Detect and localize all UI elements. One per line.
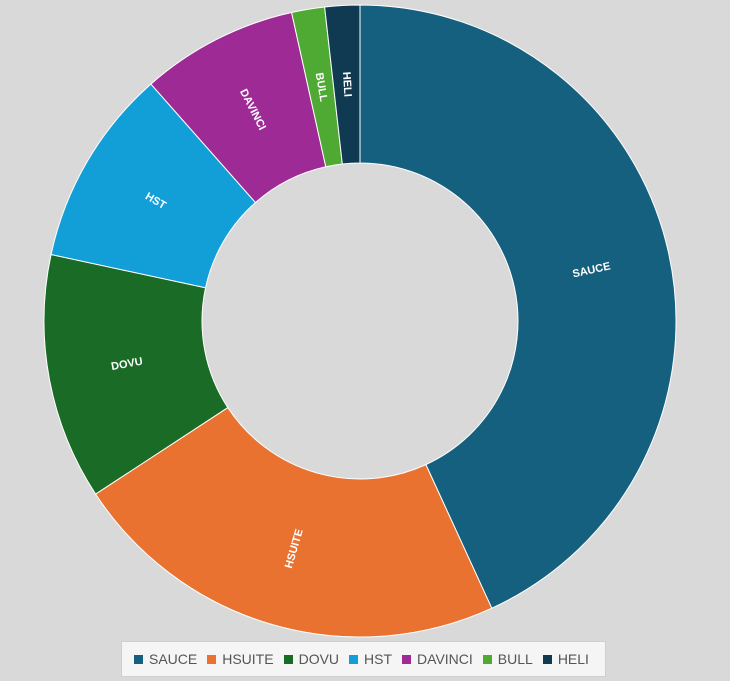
legend-item-dovu[interactable]: DOVU <box>283 651 340 667</box>
legend-item-davinci[interactable]: DAVINCI <box>402 651 473 667</box>
legend-item-heli[interactable]: HELI <box>542 651 589 667</box>
legend-item-sauce[interactable]: SAUCE <box>134 651 197 667</box>
legend-item-hst[interactable]: HST <box>349 651 392 667</box>
slice-dovu[interactable] <box>43 253 229 495</box>
slice-label-dovu: DOVU <box>110 356 143 374</box>
legend-swatch-davinci <box>402 654 412 664</box>
legend-label-heli: HELI <box>557 651 589 667</box>
legend-swatch-heli <box>542 654 552 664</box>
legend-label-hst: HST <box>364 651 393 667</box>
legend-label-hsuite: HSUITE <box>222 651 274 667</box>
slice-sauce[interactable] <box>359 4 677 609</box>
slice-heli[interactable] <box>324 4 361 165</box>
slice-label-bull: BULL <box>313 72 330 103</box>
legend-label-davinci: DAVINCI <box>417 651 473 667</box>
legend-item-bull[interactable]: BULL <box>482 651 533 667</box>
legend-swatch-hst <box>349 654 359 664</box>
slice-label-heli: HELI <box>340 72 353 98</box>
legend-swatch-sauce <box>134 654 143 664</box>
legend-swatch-bull <box>482 654 492 664</box>
legend-swatch-hsuite <box>207 654 217 664</box>
legend-label-dovu: DOVU <box>298 651 340 667</box>
legend-label-bull: BULL <box>497 651 533 667</box>
slice-hsuite[interactable] <box>94 406 493 638</box>
legend-label-sauce: SAUCE <box>149 651 198 667</box>
legend-item-hsuite[interactable]: HSUITE <box>207 651 274 667</box>
legend-swatch-dovu <box>283 654 293 664</box>
legend: SAUCE HSUITE DOVU HST DAVINCI BULL HELI <box>121 641 606 677</box>
